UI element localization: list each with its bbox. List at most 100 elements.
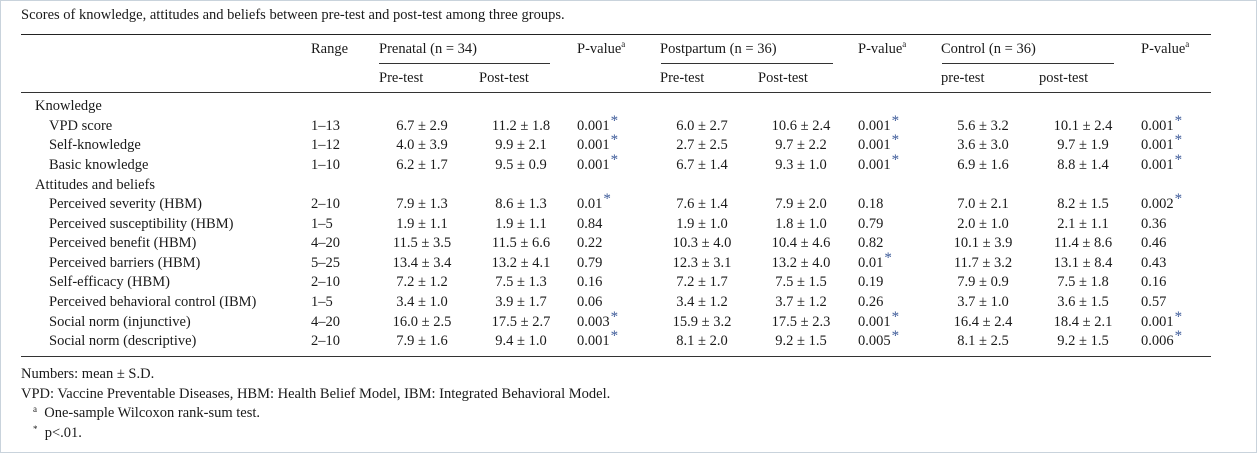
- prenatal-post-cell: 9.5 ± 0.9: [495, 156, 547, 173]
- footnote-a: a One-sample Wilcoxon rank-sum test.: [33, 404, 261, 422]
- table-caption: Scores of knowledge, attitudes and belie…: [21, 7, 565, 23]
- row-label: Self-efficacy (HBM): [49, 274, 170, 291]
- prenatal-pre-cell: 7.9 ± 1.3: [396, 196, 448, 213]
- table-row: Self-efficacy (HBM) 2–10 7.2 ± 1.2 7.5 ± 1.…: [21, 273, 1211, 293]
- postpartum-pre-cell: 6.7 ± 1.4: [676, 156, 728, 173]
- control-subrule: [942, 63, 1114, 64]
- control-pvalue-cell: 0.16: [1141, 274, 1167, 291]
- top-rule: [21, 34, 1211, 35]
- control-pvalue-cell: 0.006*: [1141, 328, 1183, 350]
- row-label: Self-knowledge: [49, 137, 141, 154]
- range-cell: 1–5: [311, 215, 333, 232]
- significance-star: *: [610, 328, 619, 345]
- control-post-cell: 9.7 ± 1.9: [1057, 137, 1109, 154]
- postpartum-post-cell: 10.4 ± 4.6: [771, 235, 831, 252]
- significance-star: *: [891, 151, 900, 168]
- table-row: Social norm (injunctive) 4–20 16.0 ± 2.5 17…: [21, 308, 1211, 332]
- prenatal-pvalue-cell: 0.79: [577, 254, 603, 271]
- header-row-groups: Range Prenatal (n = 34) P-valuea Postpar…: [21, 35, 1211, 64]
- prenatal-post-cell: 1.9 ± 1.1: [495, 215, 547, 232]
- post-test-header: post-test: [1039, 70, 1089, 86]
- control-pvalue-cell: 0.002*: [1141, 191, 1183, 213]
- prenatal-subrule: [379, 63, 550, 64]
- group-header-postpartum: Postpartum (n = 36): [660, 41, 777, 57]
- significance-star: *: [884, 249, 892, 266]
- range-cell: 1–10: [311, 156, 340, 173]
- post-test-header: Post-test: [758, 70, 808, 86]
- prenatal-post-cell: 8.6 ± 1.3: [495, 196, 547, 213]
- prenatal-pre-cell: 3.4 ± 1.0: [396, 294, 448, 311]
- range-cell: 4–20: [311, 313, 340, 330]
- range-cell: 1–12: [311, 137, 340, 154]
- control-pre-cell: 11.7 ± 3.2: [953, 254, 1013, 271]
- postpartum-pre-cell: 2.7 ± 2.5: [676, 137, 728, 154]
- note-abbreviations: VPD: Vaccine Preventable Diseases, HBM: …: [21, 385, 611, 402]
- control-post-cell: 10.1 ± 2.4: [1053, 117, 1113, 134]
- row-label: Perceived benefit (HBM): [49, 235, 197, 252]
- control-post-cell: 9.2 ± 1.5: [1057, 333, 1109, 350]
- postpartum-pre-cell: 7.6 ± 1.4: [676, 196, 728, 213]
- prenatal-pre-cell: 6.2 ± 1.7: [396, 156, 448, 173]
- prenatal-pvalue-cell: 0.06: [577, 294, 603, 311]
- control-pvalue-cell: 0.43: [1141, 254, 1167, 271]
- row-label: Basic knowledge: [49, 156, 149, 173]
- row-label: Perceived behavioral control (IBM): [49, 294, 257, 311]
- significance-star: *: [891, 308, 900, 325]
- pre-test-header: Pre-test: [660, 70, 705, 86]
- prenatal-post-cell: 7.5 ± 1.3: [495, 274, 547, 291]
- group-header-control: Control (n = 36): [941, 41, 1036, 57]
- row-label: Social norm (descriptive): [49, 333, 197, 350]
- control-pre-cell: 7.0 ± 2.1: [957, 196, 1009, 213]
- postpartum-post-cell: 9.7 ± 2.2: [775, 137, 827, 154]
- postpartum-pvalue-cell: 0.19: [858, 274, 884, 291]
- pre-test-header: pre-test: [941, 70, 985, 86]
- control-pre-cell: 3.7 ± 1.0: [957, 294, 1009, 311]
- prenatal-pvalue-cell: 0.84: [577, 215, 603, 232]
- footnote-star: * p<.01.: [33, 423, 82, 441]
- prenatal-pre-cell: 7.2 ± 1.2: [396, 274, 448, 291]
- postpartum-post-cell: 3.7 ± 1.2: [775, 294, 827, 311]
- control-post-cell: 13.1 ± 8.4: [1053, 254, 1113, 271]
- control-pre-cell: 6.9 ± 1.6: [957, 156, 1009, 173]
- significance-star: *: [1174, 112, 1183, 129]
- range-cell: 4–20: [311, 235, 340, 252]
- postpartum-pvalue-cell: 0.001*: [858, 308, 900, 330]
- significance-star: *: [610, 132, 619, 149]
- prenatal-pvalue-cell: 0.22: [577, 235, 603, 252]
- significance-star: *: [610, 308, 619, 325]
- control-post-cell: 18.4 ± 2.1: [1053, 313, 1113, 330]
- postpartum-pvalue-cell: 0.001*: [858, 132, 900, 154]
- post-test-header: Post-test: [479, 70, 529, 86]
- control-pre-cell: 2.0 ± 1.0: [957, 215, 1009, 232]
- row-label: Perceived barriers (HBM): [49, 254, 201, 271]
- postpartum-pre-cell: 3.4 ± 1.2: [676, 294, 728, 311]
- control-pre-cell: 8.1 ± 2.5: [957, 333, 1009, 350]
- row-label: VPD score: [49, 117, 113, 134]
- bottom-rule: [21, 356, 1211, 357]
- postpartum-pvalue-cell: 0.01*: [858, 249, 892, 271]
- postpartum-pvalue-cell: 0.26: [858, 294, 884, 311]
- row-label: Perceived severity (HBM): [49, 196, 203, 213]
- control-pvalue-cell: 0.001*: [1141, 132, 1183, 154]
- significance-star: *: [1174, 191, 1183, 208]
- prenatal-pre-cell: 6.7 ± 2.9: [396, 117, 448, 134]
- prenatal-post-cell: 11.5 ± 6.6: [491, 235, 551, 252]
- prenatal-pvalue-cell: 0.01*: [577, 191, 611, 213]
- section-header-row: Knowledge: [21, 97, 1211, 117]
- postpartum-post-cell: 13.2 ± 4.0: [771, 254, 831, 271]
- significance-star: *: [1174, 308, 1183, 325]
- prenatal-pre-cell: 11.5 ± 3.5: [392, 235, 452, 252]
- row-label: Social norm (injunctive): [49, 313, 191, 330]
- prenatal-pvalue-cell: 0.003*: [577, 308, 619, 330]
- postpartum-post-cell: 17.5 ± 2.3: [771, 313, 831, 330]
- prenatal-pvalue-cell: 0.001*: [577, 112, 619, 134]
- range-header: Range: [311, 41, 349, 57]
- postpartum-pre-cell: 10.3 ± 4.0: [672, 235, 732, 252]
- table-notes: Numbers: mean ± S.D. VPD: Vaccine Preven…: [21, 365, 610, 443]
- postpartum-pre-cell: 6.0 ± 2.7: [676, 117, 728, 134]
- row-label: Perceived susceptibility (HBM): [49, 215, 234, 232]
- postpartum-pvalue-cell: 0.001*: [858, 112, 900, 134]
- table-row: Perceived susceptibility (HBM) 1–5 1.9 ± 1…: [21, 214, 1211, 234]
- pvalue-header: P-valuea: [858, 39, 907, 58]
